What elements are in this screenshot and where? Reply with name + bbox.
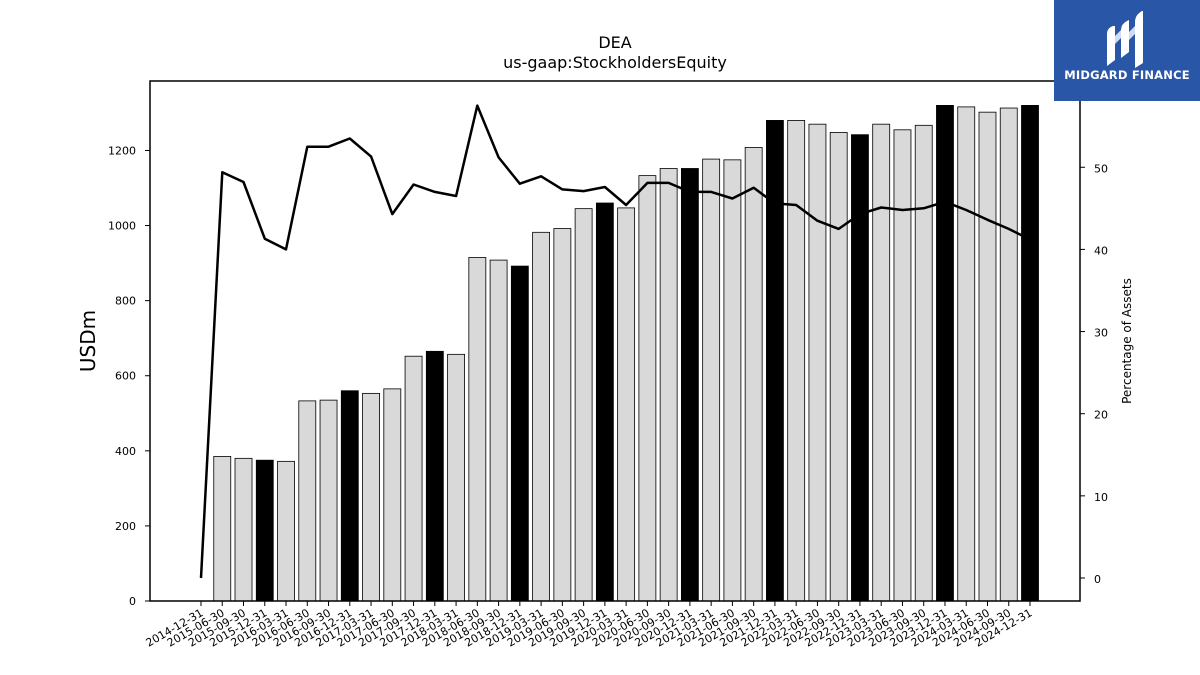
bar <box>914 124 933 602</box>
bar <box>298 400 317 602</box>
y-tick-label: 0 <box>129 595 136 608</box>
y2-axis-label: Percentage of Assets <box>1120 278 1134 404</box>
chart-title: DEA <box>598 33 631 52</box>
bar <box>893 129 912 602</box>
bar-series <box>213 105 1039 602</box>
bar <box>277 460 295 602</box>
bar <box>362 392 380 602</box>
bar <box>340 390 359 602</box>
bar <box>404 355 423 602</box>
bar <box>510 265 529 602</box>
bar <box>829 132 848 602</box>
x-axis: 2014-12-312015-06-302015-09-302015-12-31… <box>144 601 1035 650</box>
y-tick-label: 800 <box>115 295 136 308</box>
y2-tick-label: 30 <box>1094 327 1108 340</box>
bar <box>957 106 976 602</box>
y-axis-label: USDm <box>76 310 100 372</box>
bar <box>936 105 954 602</box>
bar <box>680 168 699 602</box>
y2-tick-label: 10 <box>1094 491 1108 504</box>
bar <box>723 159 742 602</box>
y-axis-left: 0 200 400 600 800 1000 1200 <box>108 144 150 608</box>
bar <box>766 120 784 602</box>
y2-tick-label: 0 <box>1094 573 1101 586</box>
bar <box>808 123 827 602</box>
bar <box>234 457 253 602</box>
y-tick-label: 400 <box>115 445 136 458</box>
bar <box>425 350 444 602</box>
bar <box>978 111 997 602</box>
bar <box>468 257 487 602</box>
bar <box>702 158 721 602</box>
midgard-finance-logo: MIDGARD FINANCE <box>1054 0 1200 101</box>
series-line <box>199 104 1031 579</box>
y2-tick-label: 40 <box>1094 244 1108 257</box>
y2-tick-label: 50 <box>1094 162 1108 175</box>
bar <box>872 123 891 602</box>
plot-frame <box>149 80 1081 602</box>
bar <box>447 353 465 602</box>
line-series <box>199 104 1031 579</box>
y-tick-label: 1200 <box>108 144 136 157</box>
y-tick-label: 600 <box>115 370 136 383</box>
bar <box>255 459 274 602</box>
bar <box>319 399 338 602</box>
y2-tick-label: 20 <box>1094 409 1108 422</box>
y-axis-right: 0 10 20 30 40 50 <box>1080 162 1108 586</box>
bar <box>1021 105 1039 602</box>
bar <box>851 134 869 602</box>
chart-subtitle: us-gaap:StockholdersEquity <box>503 53 727 72</box>
bar <box>595 202 614 602</box>
midgard-logo-icon <box>1107 11 1143 68</box>
bar <box>553 228 572 602</box>
bar <box>638 175 657 602</box>
bar <box>532 231 551 602</box>
bar <box>999 107 1018 602</box>
y-tick-label: 200 <box>115 520 136 533</box>
logo-text: MIDGARD FINANCE <box>1064 68 1190 82</box>
bar <box>659 168 678 602</box>
bar <box>787 120 806 602</box>
bar <box>617 207 636 602</box>
bar <box>489 259 508 602</box>
bar <box>383 388 402 602</box>
bar <box>213 456 232 602</box>
bar <box>574 208 593 602</box>
y-tick-label: 1000 <box>108 220 136 233</box>
bar <box>744 147 763 602</box>
